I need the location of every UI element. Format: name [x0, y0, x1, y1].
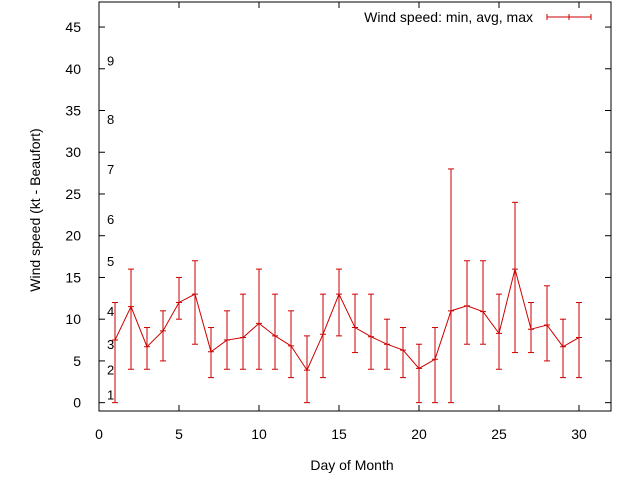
x-tick-label: 5 [175, 426, 183, 442]
plot-border [98, 1, 612, 412]
x-tick-label: 25 [491, 426, 507, 442]
beaufort-label: 7 [107, 162, 114, 177]
data-point [368, 333, 374, 340]
data-point [512, 266, 518, 273]
x-tick-label: 10 [251, 426, 267, 442]
y-tick-label: 40 [65, 61, 81, 77]
data-point [496, 330, 502, 337]
x-tick-label: 20 [411, 426, 427, 442]
legend-sample [546, 14, 592, 20]
x-tick-label: 15 [331, 426, 347, 442]
data-point [416, 365, 422, 372]
data-point [240, 334, 246, 341]
y-tick-label: 35 [65, 103, 81, 119]
data-point [128, 303, 134, 310]
beaufort-scale: 1 2 3 4 5 6 7 8 9 [107, 53, 114, 402]
series-line-layer [112, 266, 582, 374]
legend-label: Wind speed: min, avg, max [364, 9, 533, 25]
data-point [400, 347, 406, 354]
plot-frame [98, 1, 612, 412]
beaufort-label: 5 [107, 254, 114, 269]
y-tick-label: 30 [65, 144, 81, 160]
y-tick-label: 10 [65, 311, 81, 327]
data-point [288, 342, 294, 349]
y-tick-label: 20 [65, 228, 81, 244]
data-point [352, 324, 358, 331]
y-tick-label: 5 [73, 353, 81, 369]
data-point [160, 327, 166, 334]
data-point [560, 343, 566, 350]
y-tick-label: 0 [73, 395, 81, 411]
series-line [114, 268, 580, 372]
data-point [432, 356, 438, 363]
data-point [544, 322, 550, 329]
legend: Wind speed: min, avg, max [364, 9, 592, 25]
data-point [112, 337, 118, 344]
y-tick-label: 25 [65, 186, 81, 202]
beaufort-label: 9 [107, 53, 114, 68]
data-point [192, 291, 198, 298]
y-tick-label: 15 [65, 269, 81, 285]
data-point [480, 308, 486, 315]
y-axis-title: Wind speed (kt - Beaufort) [27, 128, 43, 291]
data-point [448, 307, 454, 314]
beaufort-label: 8 [107, 112, 114, 127]
y-tick-label: 45 [65, 19, 81, 35]
data-point [464, 302, 470, 309]
error-bars [112, 168, 582, 404]
data-point [256, 320, 262, 327]
data-point [528, 326, 534, 333]
legend-point [566, 14, 572, 20]
data-point [576, 334, 582, 341]
data-point [176, 299, 182, 306]
x-tick-label: 0 [95, 426, 103, 442]
data-point [384, 341, 390, 348]
x-tick-label: 30 [571, 426, 587, 442]
beaufort-label: 3 [107, 337, 114, 352]
beaufort-label: 1 [107, 387, 114, 402]
data-point [320, 331, 326, 338]
data-point [144, 343, 150, 350]
data-point [336, 291, 342, 298]
x-axis-title: Day of Month [310, 457, 393, 473]
beaufort-label: 2 [107, 362, 114, 377]
beaufort-label: 6 [107, 212, 114, 227]
data-point [208, 348, 214, 355]
data-point [272, 332, 278, 339]
data-point [304, 367, 310, 374]
x-axis: 0 5 10 15 20 25 30 [95, 2, 587, 442]
beaufort-label: 4 [107, 304, 114, 319]
data-point [224, 337, 230, 344]
